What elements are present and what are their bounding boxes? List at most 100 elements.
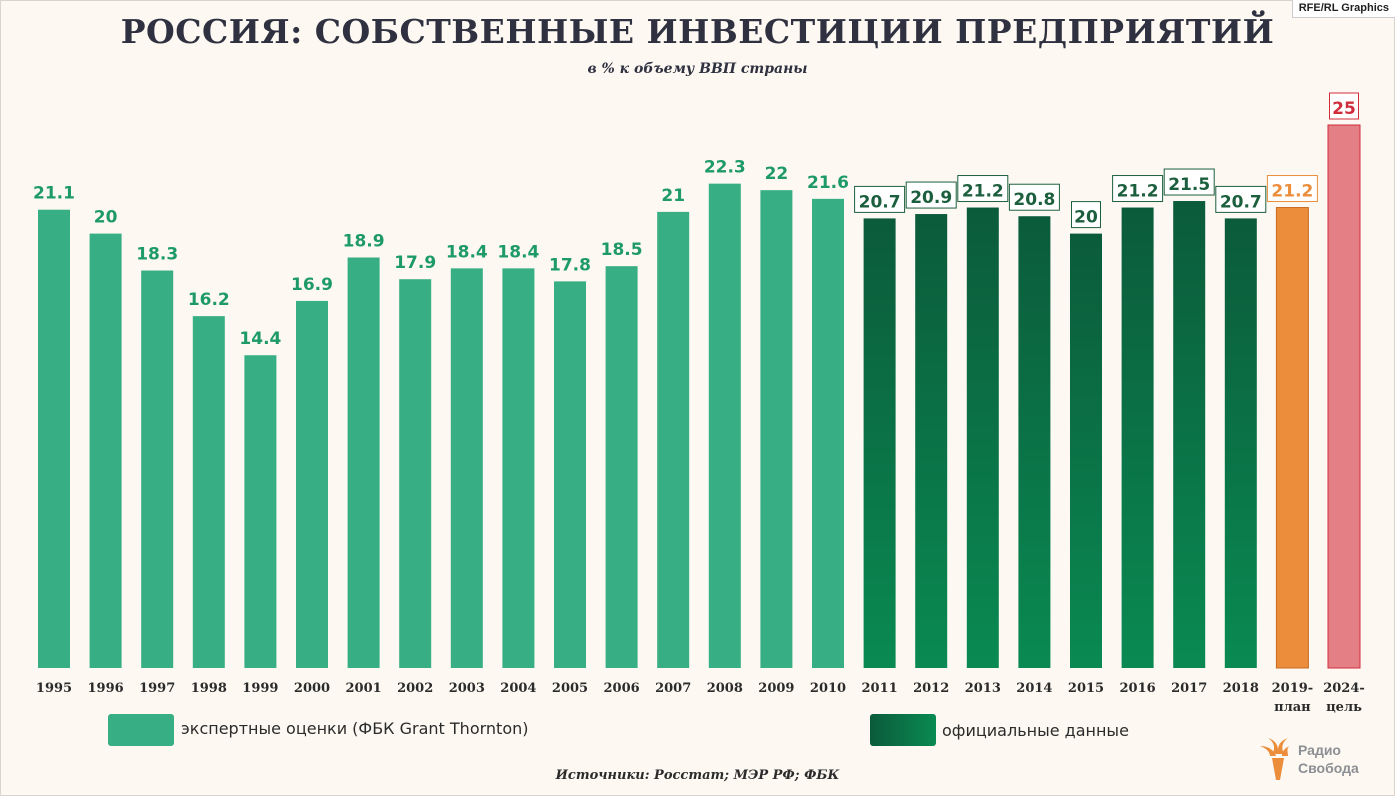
value-label: 22.3 <box>704 158 746 178</box>
bar-2016 <box>1121 207 1154 668</box>
value-label-box <box>1071 201 1101 229</box>
bar-2007 <box>657 211 690 668</box>
bar-2024- цель <box>1327 124 1361 669</box>
x-tick-label: 1995 <box>36 681 72 696</box>
bar-2018 <box>1224 218 1257 668</box>
bar-2000 <box>296 300 328 668</box>
radio-svoboda-logo <box>1260 738 1290 780</box>
value-label: 18.9 <box>343 231 385 251</box>
bar-2011 <box>863 218 896 668</box>
bar-1998 <box>192 316 225 668</box>
x-tick-label: 2006 <box>604 681 640 696</box>
bar-2004 <box>502 268 535 668</box>
bar-2010 <box>812 198 844 668</box>
bar-2002 <box>399 279 432 668</box>
x-tick-label: 1999 <box>242 681 278 696</box>
x-tick-label: 2015 <box>1068 681 1104 696</box>
legend-swatch-expert <box>108 714 174 746</box>
chart-subtitle: в % к объему ВВП страны <box>587 61 808 77</box>
value-label: 18.3 <box>136 245 178 265</box>
x-tick-label: 2019- <box>1272 681 1314 696</box>
value-label: 16.2 <box>188 290 230 310</box>
torch-flame-icon <box>1268 738 1288 754</box>
value-label: 17.9 <box>394 253 436 273</box>
x-tick-label: 2005 <box>552 681 588 696</box>
value-label-box <box>1112 175 1164 203</box>
value-label-box <box>957 175 1009 203</box>
bar-2005 <box>554 281 586 668</box>
x-tick-label: 2000 <box>294 681 330 696</box>
logo-text: Радио Свобода <box>1298 741 1359 777</box>
bar-2008 <box>708 183 741 669</box>
chart-title: РОССИЯ: СОБСТВЕННЫЕ ИНВЕСТИЦИИ ПРЕДПРИЯТ… <box>120 12 1275 51</box>
value-label: 20 <box>94 208 118 228</box>
x-tick-label: 2012 <box>913 681 949 696</box>
value-label: 14.4 <box>239 329 281 349</box>
bar-2009 <box>760 190 793 668</box>
x-tick-label: цель <box>1326 700 1362 715</box>
value-label: 18.4 <box>497 242 539 262</box>
x-tick-label: 2013 <box>965 681 1001 696</box>
bar-2006 <box>605 266 638 668</box>
x-tick-label: 2009 <box>758 681 794 696</box>
bars-group <box>38 124 1361 669</box>
value-label-box <box>1266 175 1318 203</box>
x-tick-label: 2010 <box>810 681 846 696</box>
legend-swatch-official <box>870 714 936 746</box>
bar-2019- план <box>1275 207 1309 669</box>
value-label: 20.8 <box>1013 190 1055 210</box>
x-tick-label: 1998 <box>191 681 227 696</box>
x-tick-label: 2008 <box>707 681 743 696</box>
bar-2014 <box>1018 216 1051 668</box>
x-tick-label: 2014 <box>1016 681 1052 696</box>
x-tick-label: 2011 <box>862 681 898 696</box>
bar-chart: 21.1 20 18.3 16.2 14.4 16.9 18.9 17.9 18.4 18.4 17… <box>33 92 1365 715</box>
bar-2001 <box>347 257 380 668</box>
source-note: Источники: Росстат; МЭР РФ; ФБК <box>555 768 840 783</box>
value-label: 22 <box>765 164 789 184</box>
x-tick-label: 2001 <box>346 681 382 696</box>
value-label-box <box>854 185 906 213</box>
value-label: 21.2 <box>1117 182 1159 202</box>
x-tick-label: 2002 <box>397 681 433 696</box>
value-label: 20.9 <box>910 188 952 208</box>
x-tick-label: 2007 <box>655 681 691 696</box>
value-labels-group: 21.1 20 18.3 16.2 14.4 16.9 18.9 17.9 18.4 18.4 17… <box>33 92 1359 349</box>
value-label-box <box>1008 183 1060 211</box>
bar-2003 <box>450 268 483 668</box>
logo-line-1: Радио <box>1298 742 1341 758</box>
x-tick-label: 2018 <box>1223 681 1259 696</box>
value-label: 20.7 <box>1220 192 1262 212</box>
x-tick-label: план <box>1274 700 1311 715</box>
value-label: 21.6 <box>807 173 849 193</box>
bar-2012 <box>915 214 948 668</box>
value-label: 18.5 <box>601 240 643 260</box>
x-tick-label: 2017 <box>1171 681 1207 696</box>
graphics-credit: RFE/RL Graphics <box>1291 0 1395 18</box>
bar-2017 <box>1173 201 1206 668</box>
value-label: 18.4 <box>446 242 488 262</box>
value-label: 21.2 <box>1271 182 1313 202</box>
value-label-box <box>1163 168 1215 196</box>
bar-1996 <box>89 233 122 668</box>
bar-2013 <box>966 207 999 668</box>
value-label: 21.5 <box>1168 175 1210 195</box>
bar-1995 <box>38 209 70 668</box>
value-label: 20 <box>1074 208 1098 228</box>
value-label: 21 <box>661 186 685 206</box>
value-label: 17.8 <box>549 255 591 275</box>
value-label-box <box>1215 185 1267 213</box>
x-tick-label: 1996 <box>88 681 124 696</box>
x-tick-label: 2003 <box>449 681 485 696</box>
value-label-box <box>905 181 957 209</box>
legend-label-official: официальные данные <box>942 721 1129 740</box>
x-tick-label: 2016 <box>1120 681 1156 696</box>
x-tick-labels-group: 1995 1996 1997 1998 1999 2000 2001 2002 2003 2004… <box>36 681 1365 715</box>
value-label-box <box>1329 92 1359 120</box>
bar-2015 <box>1070 233 1102 668</box>
logo-line-2: Свобода <box>1298 760 1359 776</box>
value-label: 21.2 <box>962 182 1004 202</box>
bar-1997 <box>141 270 174 668</box>
value-label: 20.7 <box>859 192 901 212</box>
value-label: 25 <box>1332 99 1356 119</box>
